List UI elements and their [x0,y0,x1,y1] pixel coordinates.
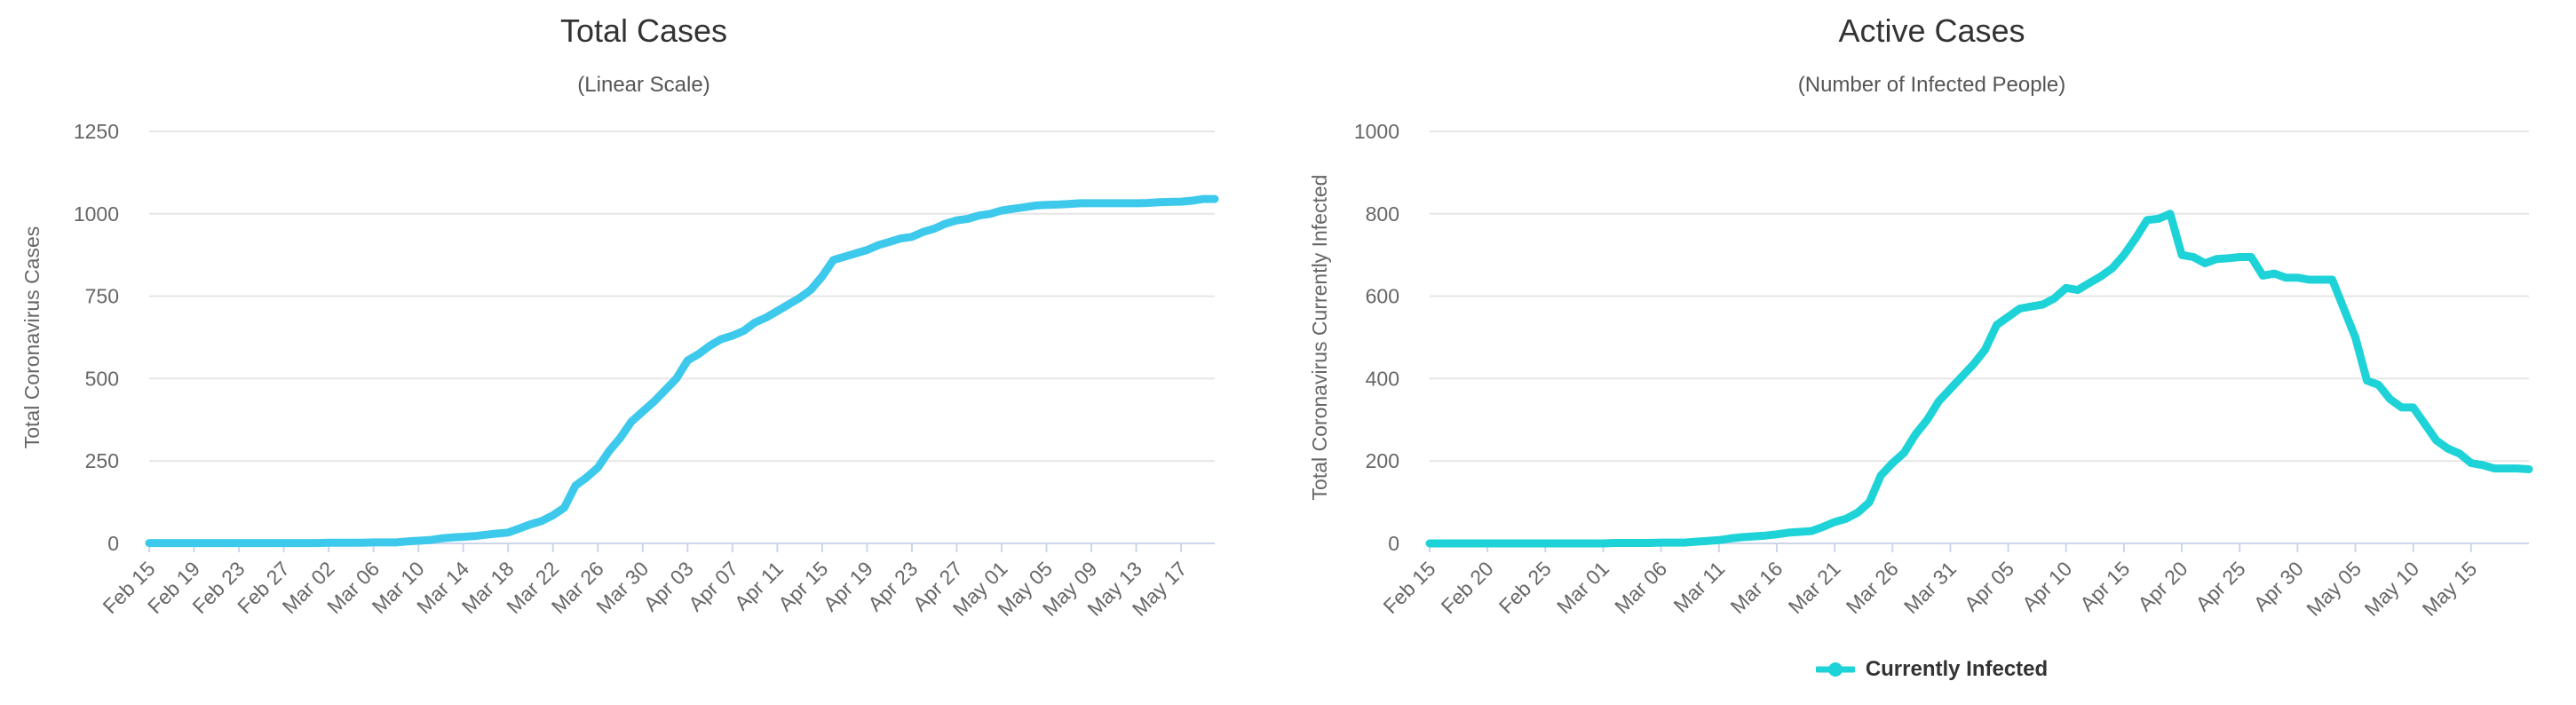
active-cases-chart: Active Cases (Number of Infected People)… [1288,0,2576,705]
y-tick-label: 250 [85,449,119,472]
x-tick-label: Mar 11 [1669,557,1730,617]
x-tick-label: Apr 15 [2075,557,2134,615]
y-tick-label: 750 [85,285,119,308]
x-tick-label: Apr 19 [819,557,877,615]
chart-title: Total Cases [559,12,728,49]
total-cases-chart: Total Cases (Linear Scale) 0 250 500 750 100… [20,12,1219,621]
y-tick-label: 1000 [74,202,119,226]
x-tick-label: May 15 [2418,557,2482,621]
chart-subtitle: (Number of Infected People) [1797,73,2066,97]
y-tick-label: 600 [1366,285,1399,308]
chart-legend[interactable]: Currently Infected [1288,657,2576,682]
x-tick-label: Apr 03 [639,557,698,615]
x-tick-label: May 05 [2302,557,2366,621]
x-tick-label: Mar 16 [1725,557,1787,618]
series-line[interactable] [145,194,1219,548]
x-tick-label: Apr 20 [2133,557,2192,615]
y-tick-label: 800 [1366,202,1399,226]
y-tick-label: 1250 [74,120,119,143]
x-tick-label: Apr 11 [730,557,788,614]
x-tick-label: Apr 15 [773,557,832,615]
x-tick-label: Mar 06 [1610,557,1671,618]
y-axis-title: Total Coronavirus Cases [20,226,44,449]
y-tick-label: 400 [1366,367,1399,390]
x-tick-label: Feb 20 [1437,557,1498,618]
x-tick-label: Mar 01 [1552,557,1613,618]
x-tick-label: Apr 30 [2249,557,2308,615]
x-tick-label: Apr 07 [684,557,742,615]
x-tick-label: Mar 26 [1842,557,1903,618]
x-tick-label: Apr 10 [2017,557,2076,615]
x-tick-label: Apr 23 [863,557,922,615]
x-tick-label: May 10 [2359,557,2423,621]
x-tick-label: Mar 31 [1899,557,1961,618]
x-tick-label: Apr 25 [2191,557,2249,615]
y-axis-title: Total Coronavirus Currently Infected [1308,175,1331,501]
y-tick-label: 200 [1366,449,1399,472]
x-tick-label: Apr 05 [1960,557,2018,615]
y-tick-label: 1000 [1354,120,1399,143]
y-tick-label: 0 [107,532,119,555]
x-tick-label: Feb 25 [1494,557,1556,618]
chart-title: Active Cases [1838,12,2025,49]
y-tick-label: 0 [1388,532,1399,555]
chart-subtitle: (Linear Scale) [577,73,710,97]
x-tick-label: Mar 21 [1784,557,1845,618]
legend-line-icon [1814,661,1857,678]
series-line[interactable] [1425,210,2533,548]
x-tick-label: Feb 15 [1379,557,1440,618]
y-tick-label: 500 [85,367,119,390]
legend-label: Currently Infected [1865,657,2049,681]
